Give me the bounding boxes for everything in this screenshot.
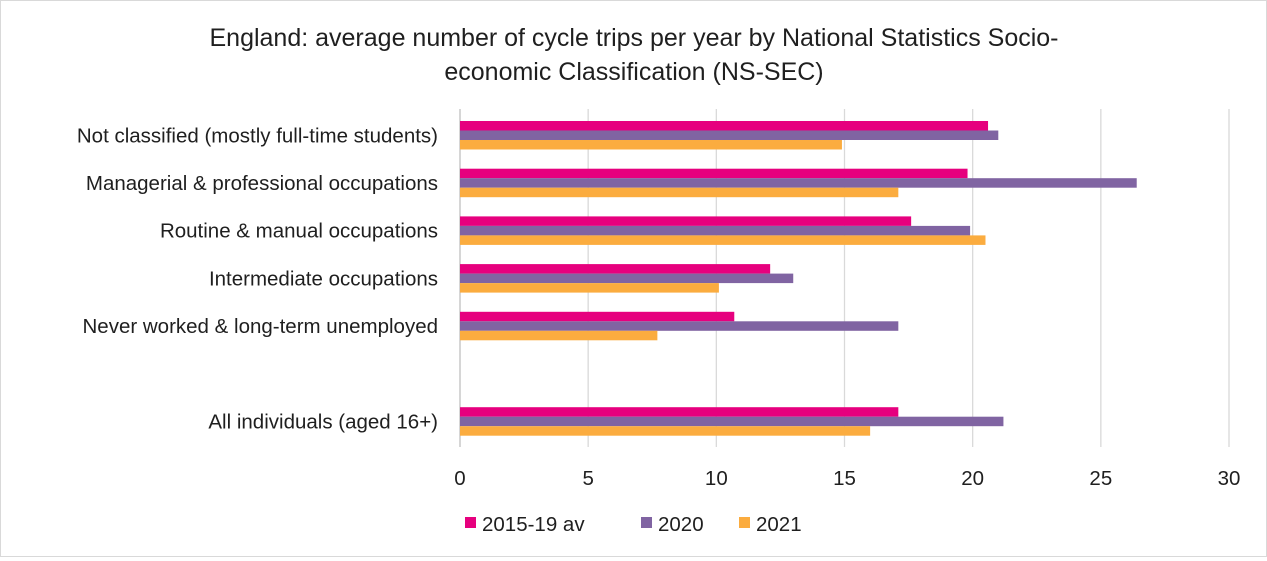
- bar-2015-19-av-cat-2: [460, 216, 912, 226]
- x-tick-label: 10: [705, 467, 728, 490]
- bar-2015-19-av-cat-3: [460, 264, 771, 274]
- bar-2021-cat-2: [460, 235, 986, 245]
- bar-2021-cat-6: [460, 426, 871, 436]
- bar-2020-cat-1: [460, 178, 1137, 188]
- x-tick-label: 25: [1089, 467, 1112, 490]
- category-label: Routine & manual occupations: [160, 220, 438, 243]
- bar-2021-cat-1: [460, 187, 899, 198]
- bar-2015-19-av-cat-1: [460, 168, 968, 179]
- x-tick-label: 0: [454, 467, 465, 490]
- category-label: Managerial & professional occupations: [86, 172, 438, 195]
- category-label: Intermediate occupations: [209, 267, 438, 290]
- category-label: All individuals (aged 16+): [208, 410, 438, 433]
- x-tick-label: 15: [833, 467, 856, 490]
- x-tick-labels: 0 5 10 15 20 25 30: [454, 467, 1240, 490]
- legend-label: 2021: [756, 513, 802, 536]
- legend-swatch: [465, 517, 476, 528]
- bar-2020-cat-4: [460, 321, 899, 331]
- bar-2020-cat-2: [460, 225, 971, 236]
- x-tick-label: 20: [961, 467, 984, 490]
- bar-2020-cat-3: [460, 273, 794, 284]
- bar-2015-19-av-cat-4: [460, 311, 735, 322]
- x-tick-label: 5: [582, 467, 593, 490]
- bar-2021-cat-4: [460, 330, 658, 341]
- chart-title-line-1: England: average number of cycle trips p…: [209, 24, 1058, 52]
- legend-swatch: [739, 517, 750, 528]
- bar-2020-cat-6: [460, 416, 1004, 427]
- bar-2015-19-av-cat-0: [460, 121, 989, 131]
- legend-label: 2020: [658, 513, 704, 536]
- bar-2021-cat-3: [460, 283, 719, 293]
- bar-2021-cat-0: [460, 140, 842, 150]
- x-tick-label: 30: [1218, 467, 1241, 490]
- category-label: Not classified (mostly full-time student…: [77, 124, 438, 147]
- chart-title-line-2: economic Classification (NS-SEC): [444, 58, 823, 86]
- category-labels: Not classified (mostly full-time student…: [77, 124, 438, 433]
- legend: 2015-19 av 2020 2021: [465, 513, 802, 536]
- legend-swatch: [641, 517, 652, 528]
- bar-2020-cat-0: [460, 130, 999, 140]
- legend-label: 2015-19 av: [482, 513, 585, 536]
- bars: [460, 121, 1137, 436]
- category-label: Never worked & long-term unemployed: [83, 315, 439, 338]
- bar-2015-19-av-cat-6: [460, 407, 899, 417]
